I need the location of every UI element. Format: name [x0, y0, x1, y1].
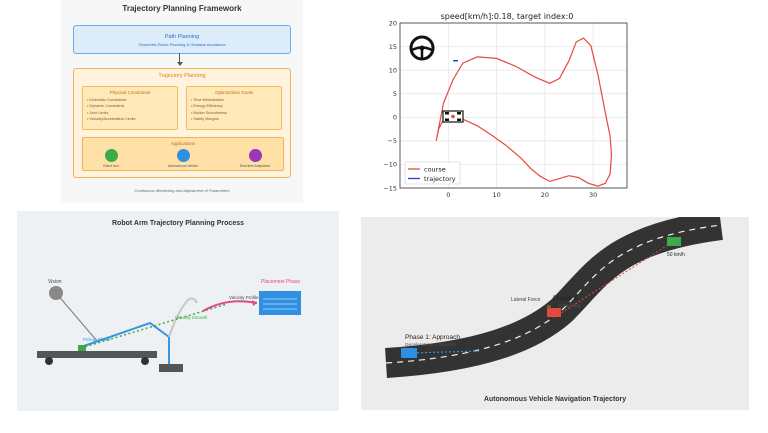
placement-bin [259, 291, 301, 315]
plot-title: speed[km/h]:0.18, target index:0 [441, 12, 574, 21]
vehicle-phase1-icon [401, 348, 417, 358]
path-planning-box: Path Planning Geometric Route Planning &… [73, 25, 291, 54]
list-item: • Safety Margins [191, 116, 219, 121]
vision-label: Vision [48, 279, 62, 285]
physical-constraints-box: Physical Constraints • Kinematic Constra… [82, 86, 178, 130]
flow-arrow [179, 53, 180, 64]
lateral-force-label: Lateral Force [511, 297, 541, 303]
robot-arm-title: Robot Arm Trajectory Planning Process [112, 220, 244, 227]
phase1-label: Phase 1: Approach [405, 334, 460, 341]
trajectory-plot-panel: speed[km/h]:0.18, target index:0 0 10 20 30… [379, 0, 632, 202]
robot-arm-links [80, 321, 170, 367]
conveyor-wheel-icon [45, 357, 53, 365]
legend-trajectory-label: trajectory [424, 175, 456, 183]
conveyor-wheel-icon [141, 357, 149, 365]
legend-course-label: course [424, 166, 446, 174]
speed-label: 50 km/h [667, 252, 685, 258]
vehicle-marker-icon [442, 110, 464, 123]
physical-constraints-title: Physical Constraints [109, 90, 151, 95]
placement-label: Placement Phase [261, 279, 300, 285]
vision-beam [55, 292, 98, 342]
robot-arm-circle-icon [105, 149, 118, 162]
velocity-profile-curve [202, 300, 258, 312]
vehicle-phase2-icon [547, 308, 561, 317]
trajectory-plot: speed[km/h]:0.18, target index:0 0 10 20 30… [383, 12, 628, 199]
road-center-line [385, 224, 722, 364]
velocity-arrow-icon [252, 300, 257, 306]
autonomous-vehicle-label: Autonomous Vehicle [167, 164, 199, 168]
velocity-smooth-label: Velocity Smooth [175, 315, 208, 320]
realtime-adaptation-circle-icon [249, 149, 262, 162]
x-tick-label: 30 [589, 191, 597, 199]
framework-footer: Continuous Monitoring and Adjustment of … [134, 188, 230, 193]
y-tick-label: 20 [389, 19, 397, 27]
y-tick-label: −5 [387, 137, 397, 145]
x-tick-label: 0 [446, 191, 450, 199]
y-tick-label: −10 [383, 161, 397, 169]
trajectory-planning-title: Trajectory Planning [158, 73, 206, 79]
plot-legend: course trajectory [404, 161, 461, 185]
trajectory-planning-box: Trajectory Planning Physical Constraints… [73, 68, 291, 178]
phase2-subtitle: Cornering [559, 303, 580, 309]
vehicle-phase3-icon [667, 237, 681, 246]
robot-arm-diagram: Vision Pickup Phase Velocity Smooth Velo… [37, 279, 301, 372]
pickup-to-place-path [80, 303, 228, 349]
plot-frame [399, 22, 628, 189]
cornering-trajectory [554, 242, 672, 318]
optimization-goals-box: Optimization Goals • Time Minimization •… [186, 86, 282, 130]
list-item: • Time Minimization [191, 98, 224, 102]
path-planning-title: Path Planning [164, 34, 200, 40]
y-tick-label: 10 [389, 66, 397, 74]
y-tick-label: 15 [389, 43, 397, 51]
autonomous-vehicle-circle-icon [177, 149, 190, 162]
robot-arm-panel: Robot Arm Trajectory Planning Process Vi… [17, 211, 339, 411]
conveyor-belt [37, 351, 157, 358]
optimization-goals-title: Optimization Goals [214, 90, 253, 95]
approach-trajectory [408, 350, 482, 354]
framework-panel: Trajectory Planning Framework Path Plann… [61, 0, 303, 203]
robot-arm-ghost-outline [168, 297, 198, 338]
applications-title: Applications [170, 141, 196, 146]
phase2-label: Phase 2 [553, 295, 577, 302]
x-tick-label: 20 [541, 191, 549, 199]
list-item: • Velocity/Acceleration Limits [87, 116, 136, 121]
list-item: • Dynamic Constraints [87, 104, 125, 109]
series-line-course [435, 37, 613, 187]
phase1-subtitle: Deceleration to 20 km/h [405, 342, 456, 348]
vision-camera-icon [49, 286, 63, 300]
vehicle-title: Autonomous Vehicle Navigation Trajectory [484, 396, 626, 403]
x-tick-label: 10 [492, 191, 500, 199]
robot-base [159, 364, 183, 372]
list-item: • Motion Smoothness [191, 110, 227, 115]
velocity-profile-label: Velocity Profile [229, 295, 259, 300]
applications-box: Applications Robot Arm Autonomous Vehicl… [82, 137, 284, 171]
flow-arrowhead [176, 62, 183, 66]
y-tick-label: −15 [383, 184, 397, 192]
robot-arm-label: Robot Arm [103, 164, 119, 168]
vehicle-panel: Phase 1: Approach Deceleration to 20 km/… [361, 217, 749, 410]
list-item: • Kinematic Constraints [87, 98, 127, 102]
steering-wheel-icon [409, 35, 435, 61]
list-item: • Joint Limits [87, 110, 109, 115]
vehicle-diagram: Phase 1: Approach Deceleration to 20 km/… [385, 217, 723, 403]
pickup-label: Pickup Phase [83, 337, 111, 342]
y-tick-label: 5 [393, 90, 397, 98]
plot-ticks: 0 10 20 30 20 15 10 5 0 −5 −10 −15 [383, 19, 597, 199]
realtime-adaptation-label: Real-time Adaptation [239, 164, 271, 168]
lateral-force-marker [547, 305, 551, 309]
list-item: • Energy Efficiency [191, 104, 223, 109]
y-tick-label: 0 [393, 114, 397, 122]
path-planning-subtitle: Geometric Route Planning & Obstacle Avoi… [138, 42, 226, 47]
framework-title: Trajectory Planning Framework [122, 4, 242, 13]
